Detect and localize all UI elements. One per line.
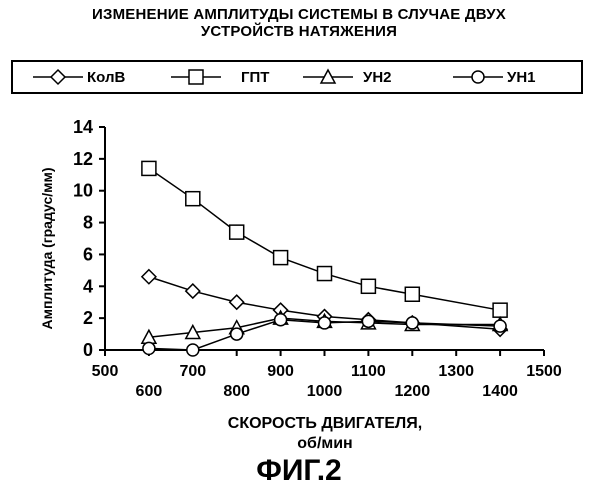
x-axis-title-line-2: об/мин [175,434,475,454]
series-line-1 [149,168,500,310]
y-tick-label: 12 [73,149,93,169]
y-tick-label: 0 [83,340,93,360]
y-axis-title: Амплитуда (градус/мм) [39,167,55,329]
x-tick-label: 1200 [395,383,431,400]
y-tick-label: 6 [83,244,93,264]
x-tick-label: 700 [179,363,206,380]
data-point-circle [187,344,199,356]
x-tick-label: 500 [92,363,119,380]
data-point-square [493,303,507,317]
figure-caption: ФИГ.2 [0,454,598,488]
y-tick-label: 14 [73,117,93,137]
data-point-square [274,251,288,265]
y-tick-label: 10 [73,181,93,201]
data-point-diamond [142,270,156,284]
data-point-circle [319,317,331,329]
x-tick-label: 1500 [526,363,562,380]
data-point-circle [362,315,374,327]
data-point-circle [143,342,155,354]
data-point-square [230,225,244,239]
y-tick-label: 8 [83,213,93,233]
x-axis-title-line-1: СКОРОСТЬ ДВИГАТЕЛЯ, [175,414,475,434]
y-tick-label: 4 [83,276,93,296]
data-point-square [405,287,419,301]
x-tick-label: 1400 [482,383,518,400]
x-tick-label: 900 [267,363,294,380]
x-tick-label: 1300 [438,363,474,380]
x-tick-label: 1100 [351,363,386,380]
data-point-square [318,267,332,281]
data-point-square [186,192,200,206]
data-point-circle [275,314,287,326]
data-point-circle [494,320,506,332]
data-point-square [142,161,156,175]
data-point-diamond [230,295,244,309]
x-tick-label: 600 [136,383,163,400]
x-axis-title: СКОРОСТЬ ДВИГАТЕЛЯ, об/мин [175,414,475,454]
data-point-circle [231,328,243,340]
data-point-square [361,279,375,293]
data-point-circle [406,317,418,329]
x-tick-label: 1000 [307,383,343,400]
data-point-diamond [186,284,200,298]
x-tick-label: 800 [223,383,250,400]
y-tick-label: 2 [83,308,93,328]
